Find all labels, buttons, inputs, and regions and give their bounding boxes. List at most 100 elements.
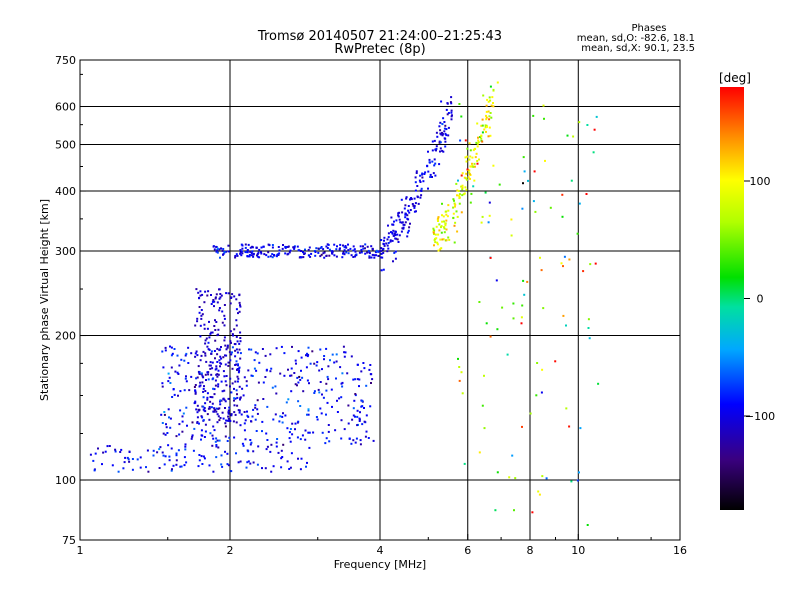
data-point [423,173,426,175]
data-point [514,477,517,480]
data-point [362,245,364,248]
data-point [216,421,219,424]
data-point [106,445,109,448]
data-point [224,435,227,438]
data-point [321,393,323,396]
data-point [413,197,416,200]
data-point [234,397,237,400]
data-point [198,306,201,308]
data-point [427,170,430,173]
data-point [443,227,446,230]
data-point [219,417,222,419]
data-point [238,310,241,313]
data-point [294,383,297,386]
data-point [487,135,490,138]
data-point [565,324,567,327]
data-point [184,354,187,357]
data-point [327,430,330,433]
data-point [286,460,289,463]
data-point [250,374,253,377]
data-point [360,370,363,373]
data-point [221,310,224,313]
data-point [171,468,173,471]
data-point [229,385,231,388]
data-point [287,368,289,371]
data-point [131,468,134,471]
data-point [487,110,490,113]
data-point [191,434,194,437]
colorbar-tick-label: 100 [750,175,771,188]
colorbar-tick-label: −100 [745,410,775,423]
data-point [324,442,327,445]
data-point [247,460,250,463]
data-point [216,347,219,350]
data-point [227,464,230,467]
y-tick-label: 200 [55,330,76,343]
data-point [243,422,246,425]
data-point [438,223,441,226]
data-point [419,196,422,199]
data-point [218,359,221,362]
data-point [339,243,342,246]
data-point [476,122,479,125]
data-point [370,382,372,384]
data-point [198,373,201,375]
data-point [201,375,204,378]
data-point [181,430,184,433]
x-tick-label: 8 [527,544,534,557]
data-point [215,456,218,459]
data-point [432,231,435,234]
data-point [463,176,466,179]
data-point [216,361,219,363]
data-point [444,145,447,148]
data-point [282,443,285,446]
data-point [204,342,207,345]
data-point [215,293,218,296]
data-point [101,463,103,466]
data-point [457,190,460,192]
data-point [460,371,463,374]
data-point [214,329,217,331]
data-point [185,380,188,383]
data-point [307,431,310,434]
data-point [439,129,442,132]
data-point [351,418,354,421]
data-point [252,450,255,453]
data-point [267,243,270,246]
data-point [394,234,397,237]
data-point [209,396,212,398]
data-point [480,137,483,140]
data-point [368,251,371,254]
data-point [491,96,494,99]
data-point [219,362,222,365]
data-point [184,448,187,451]
data-point [196,376,199,379]
data-point [305,465,307,468]
data-point [161,385,164,388]
data-point [447,134,450,137]
data-point [245,466,248,469]
data-point [511,454,514,457]
data-point [398,211,401,214]
data-point [437,217,440,220]
data-point [102,451,105,454]
data-point [252,253,255,256]
x-tick-label: 1 [77,544,84,557]
data-point [325,254,328,257]
data-point [341,385,344,388]
data-point [492,102,494,104]
data-point [468,142,471,145]
data-point [256,253,259,255]
data-point [212,377,215,380]
colorbar-label: [deg] [719,71,751,85]
data-point [481,118,484,121]
data-point [251,246,254,249]
data-point [445,213,448,216]
data-point [170,469,173,472]
data-point [380,252,383,255]
data-point [247,243,250,246]
data-point [212,437,215,440]
data-point [236,340,239,343]
data-point [208,406,211,408]
data-point [529,412,532,415]
